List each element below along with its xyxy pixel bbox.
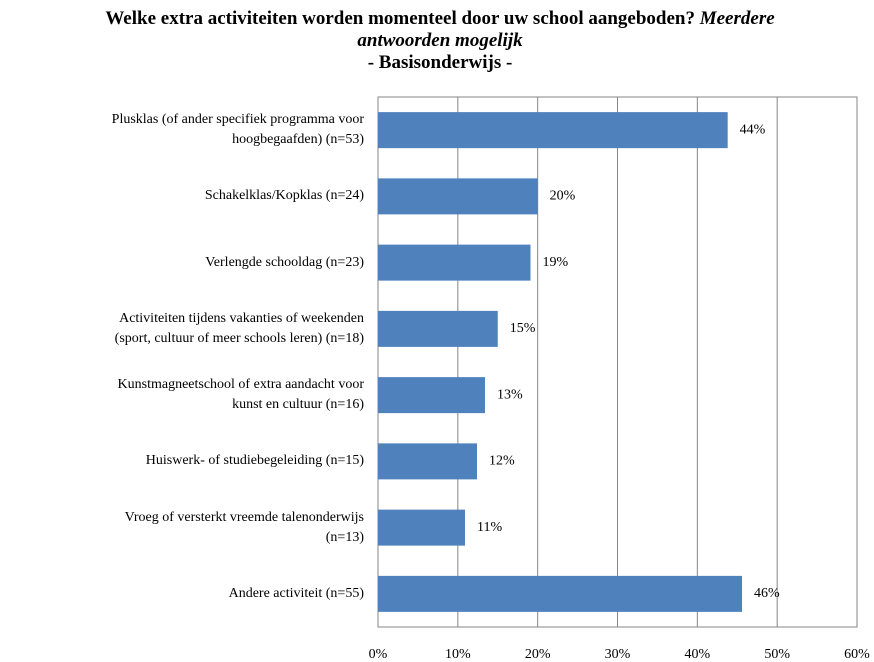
y-tick-label: Verlengde schooldag (n=23) <box>205 254 364 270</box>
bar <box>378 112 728 149</box>
bar <box>378 575 743 612</box>
plot-border <box>377 96 858 628</box>
bar <box>378 178 538 215</box>
title-note: Meerdere antwoorden mogelijk <box>357 8 775 51</box>
data-label: 15% <box>510 321 536 336</box>
y-tick-label: Activiteiten tijdens vakanties of weeken… <box>114 310 364 346</box>
y-tick-label: Kunstmagneetschool of extra aandacht voo… <box>117 377 364 413</box>
bar <box>378 509 466 546</box>
data-label: 46% <box>754 586 780 601</box>
data-label: 20% <box>550 189 576 204</box>
x-tick-label: 30% <box>605 647 631 662</box>
data-label: 19% <box>542 255 568 270</box>
bar <box>378 244 531 281</box>
bar <box>378 377 485 414</box>
y-tick-label: Schakelklas/Kopklas (n=24) <box>204 188 364 204</box>
y-tick-label: Andere activiteit (n=55) <box>228 585 364 601</box>
x-tick-label: 50% <box>764 647 790 662</box>
y-tick-label: Huiswerk- of studiebegeleiding (n=15) <box>145 453 364 469</box>
chart-subtitle: - Basisonderwijs - <box>367 52 513 73</box>
x-tick-label: 0% <box>369 647 388 662</box>
data-label: 13% <box>497 387 523 402</box>
y-tick-label: Plusklas (of ander specifiek programma v… <box>111 112 364 148</box>
data-label: 12% <box>489 454 515 469</box>
x-tick-label: 40% <box>684 647 710 662</box>
chart-title-block: Welke extra activiteiten worden momentee… <box>60 8 820 74</box>
data-label: 44% <box>740 122 766 137</box>
y-tick-label: Vroeg of versterkt vreemde talenonderwij… <box>124 509 364 545</box>
chart-title: Welke extra activiteiten worden momentee… <box>105 8 695 29</box>
x-tick-label: 20% <box>525 647 551 662</box>
x-tick-label: 60% <box>844 647 870 662</box>
bar <box>378 443 477 480</box>
data-label: 11% <box>477 520 502 535</box>
bar <box>378 310 498 347</box>
x-tick-label: 10% <box>445 647 471 662</box>
